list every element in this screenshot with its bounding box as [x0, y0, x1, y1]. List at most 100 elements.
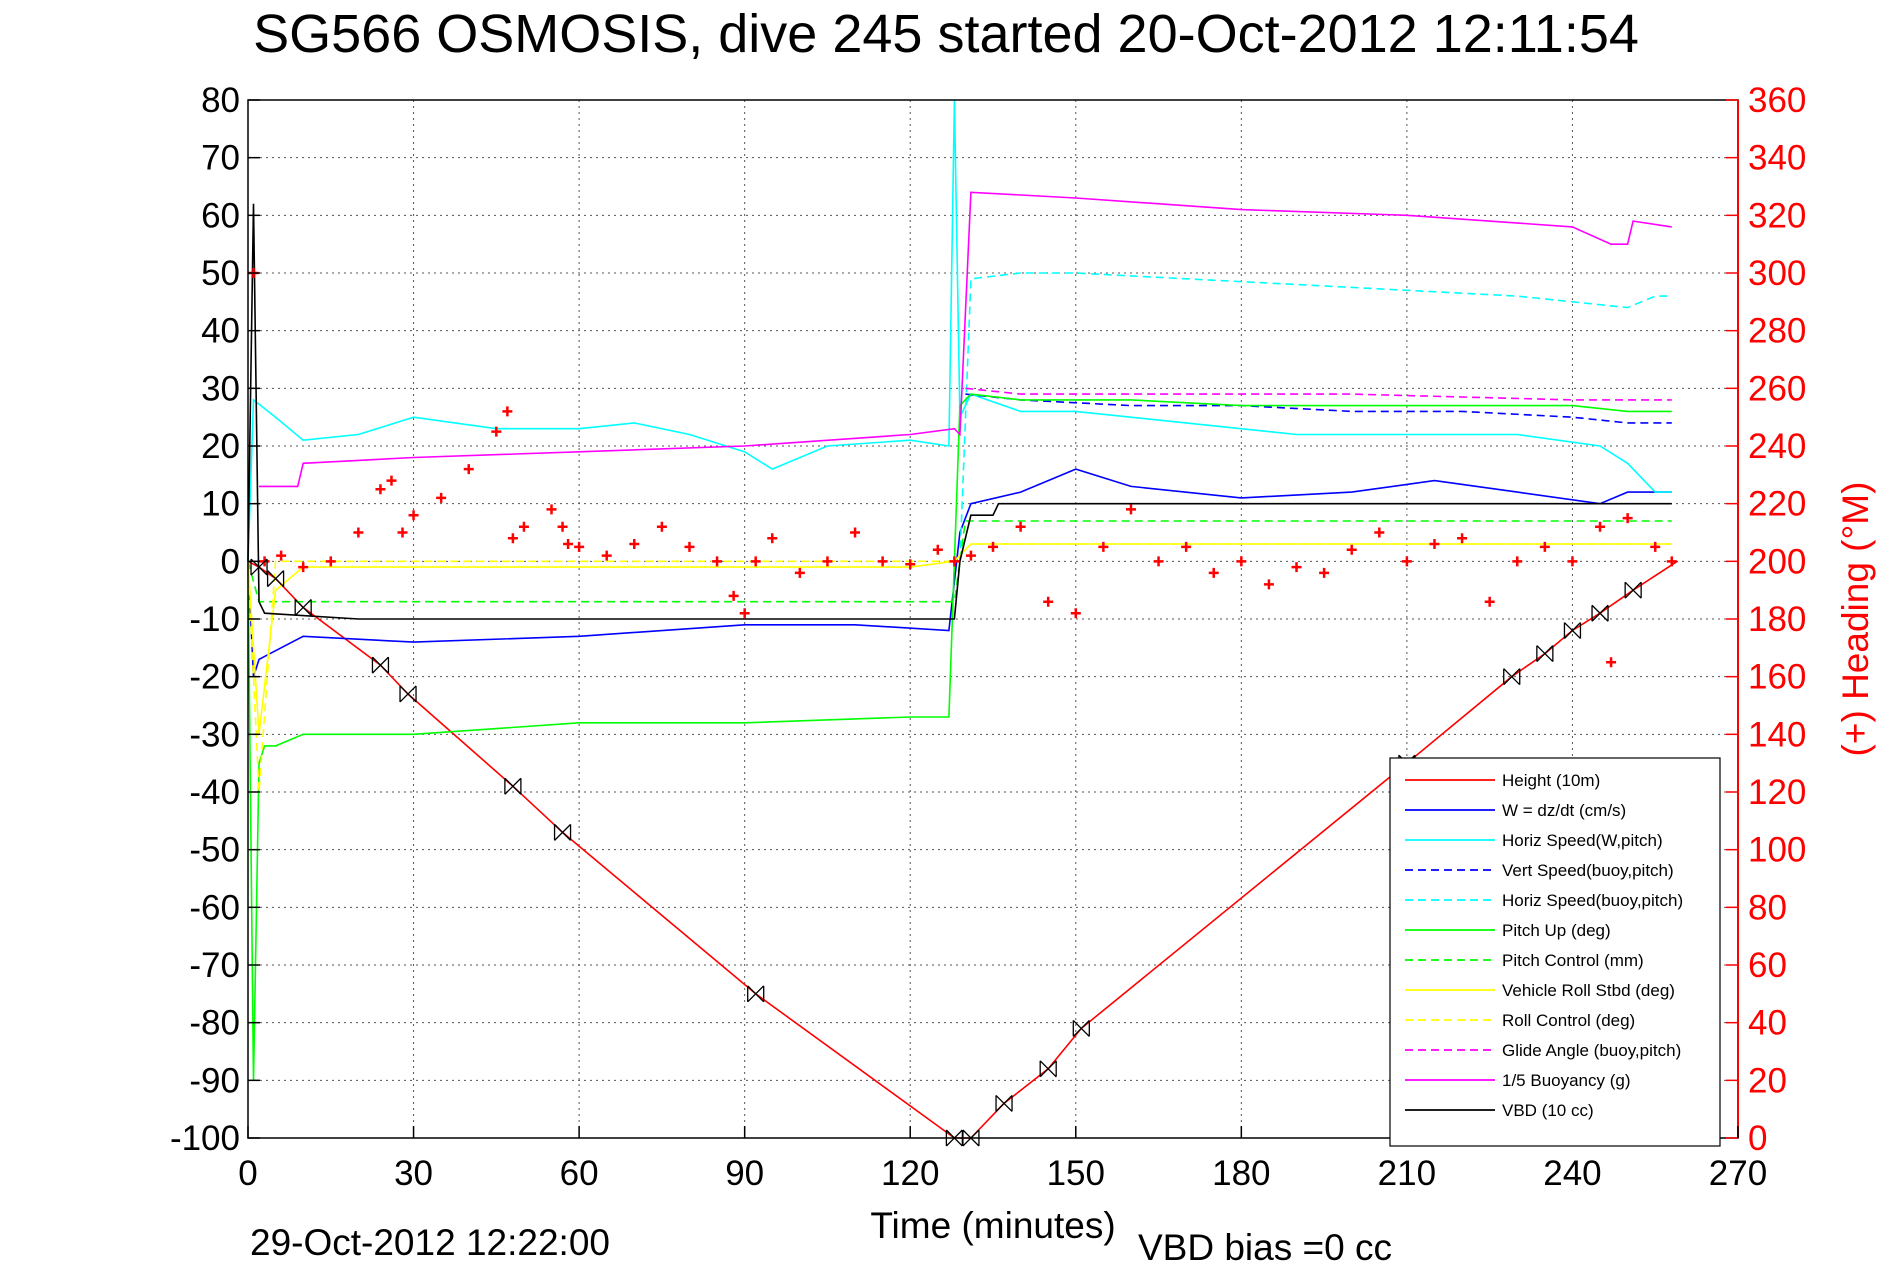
height-marker [399, 685, 417, 703]
legend-label: Height (10m) [1502, 771, 1600, 790]
y-tick-label: 20 [201, 427, 240, 466]
heading-point [684, 541, 695, 552]
series-line [959, 272, 1672, 562]
series-4 [959, 272, 1672, 562]
heading-point [739, 608, 750, 619]
height-marker [995, 1094, 1013, 1112]
y-tick-label: -60 [189, 888, 240, 927]
heading-point [397, 527, 408, 538]
heading-point [1181, 541, 1192, 552]
height-marker [504, 777, 522, 795]
right-tick-label: 120 [1748, 773, 1806, 812]
right-tick-label: 360 [1748, 81, 1806, 120]
y-tick-label: -40 [189, 773, 240, 812]
footer-vbd-bias: VBD bias =0 cc [1138, 1227, 1392, 1262]
x-tick-label: 150 [1047, 1154, 1105, 1193]
heading-point [1291, 562, 1302, 573]
y-tick-label: 10 [201, 485, 240, 524]
y-tick-label: -10 [189, 600, 240, 639]
heading-point [563, 539, 574, 550]
heading-point [1236, 556, 1247, 567]
height-marker [371, 656, 390, 674]
heading-point [1374, 527, 1385, 538]
height-marker [1536, 645, 1554, 663]
heading-point [1263, 579, 1274, 590]
height-marker [266, 570, 285, 588]
legend-label: Vehicle Roll Stbd (deg) [1502, 981, 1675, 1000]
heading-point [1512, 556, 1523, 567]
height-marker [294, 599, 312, 616]
right-tick-label: 340 [1748, 139, 1806, 178]
heading-point [794, 567, 805, 578]
heading-point [408, 510, 419, 521]
heading-point [375, 484, 386, 495]
heading-point [905, 559, 916, 570]
right-axis-label: (+) Heading (°M) [1835, 482, 1876, 757]
right-tick-label: 160 [1748, 658, 1806, 697]
series-3 [965, 393, 1672, 424]
y-tick-label: -20 [189, 658, 240, 697]
right-tick-label: 240 [1748, 427, 1806, 466]
x-tick-label: 90 [725, 1154, 764, 1193]
legend-label: Pitch Up (deg) [1502, 921, 1611, 940]
right-tick-label: 100 [1748, 831, 1806, 870]
legend-label: 1/5 Buoyancy (g) [1502, 1071, 1631, 1090]
heading-point [436, 492, 447, 503]
series-line [247, 543, 1672, 735]
series-11 [247, 203, 1672, 620]
heading-point [1043, 596, 1054, 607]
heading-point [1098, 541, 1109, 552]
heading-point [353, 527, 364, 538]
legend-label: Vert Speed(buoy,pitch) [1502, 861, 1674, 880]
heading-point [767, 533, 778, 544]
y-tick-label: -70 [189, 946, 240, 985]
height-marker [1039, 1060, 1057, 1078]
series-10 [259, 191, 1672, 488]
height-marker [553, 823, 572, 841]
right-tick-label: 140 [1748, 715, 1806, 754]
series-9 [965, 387, 1672, 401]
heading-point [629, 539, 640, 550]
heading-point [877, 556, 888, 567]
height-marker [250, 558, 268, 576]
series-line [247, 468, 1672, 677]
right-tick-label: 220 [1748, 485, 1806, 524]
legend: Height (10m) W = dz/dt (cm/s) Horiz Speed(… [1389, 757, 1721, 1147]
heading-point [1153, 556, 1164, 567]
y-tick-label: 80 [201, 81, 240, 120]
series-6 [247, 520, 1672, 603]
right-tick-label: 280 [1748, 312, 1806, 351]
x-tick-label: 180 [1212, 1154, 1270, 1193]
heading-point [1622, 513, 1633, 524]
heading-point [1346, 544, 1357, 555]
heading-point [1666, 556, 1677, 567]
heading-point [1484, 596, 1495, 607]
y-tick-label: 0 [221, 542, 240, 581]
heading-point [712, 556, 723, 567]
heading-point [463, 464, 474, 475]
right-tick-label: 40 [1748, 1004, 1787, 1043]
heading-point [1125, 504, 1136, 515]
x-tick-label: 270 [1709, 1154, 1767, 1193]
y-tick-label: -100 [170, 1119, 240, 1158]
legend-label: Roll Control (deg) [1502, 1011, 1635, 1030]
heading-point [557, 521, 568, 532]
right-tick-label: 20 [1748, 1061, 1787, 1100]
x-tick-label: 60 [560, 1154, 599, 1193]
right-tick-label: 300 [1748, 254, 1806, 293]
x-tick-label: 240 [1543, 1154, 1601, 1193]
height-marker [1624, 581, 1642, 599]
series-line [247, 203, 1672, 620]
heading-point [1319, 567, 1330, 578]
x-tick-label: 210 [1378, 1154, 1436, 1193]
legend-label: Glide Angle (buoy,pitch) [1502, 1041, 1681, 1060]
heading-point [932, 544, 943, 555]
legend-box [1389, 757, 1721, 1147]
heading-point [325, 556, 336, 567]
y-tick-label: -80 [189, 1004, 240, 1043]
series-line [965, 387, 1672, 401]
x-tick-label: 120 [881, 1154, 939, 1193]
series-2 [247, 99, 1672, 562]
series-line [247, 543, 1672, 793]
